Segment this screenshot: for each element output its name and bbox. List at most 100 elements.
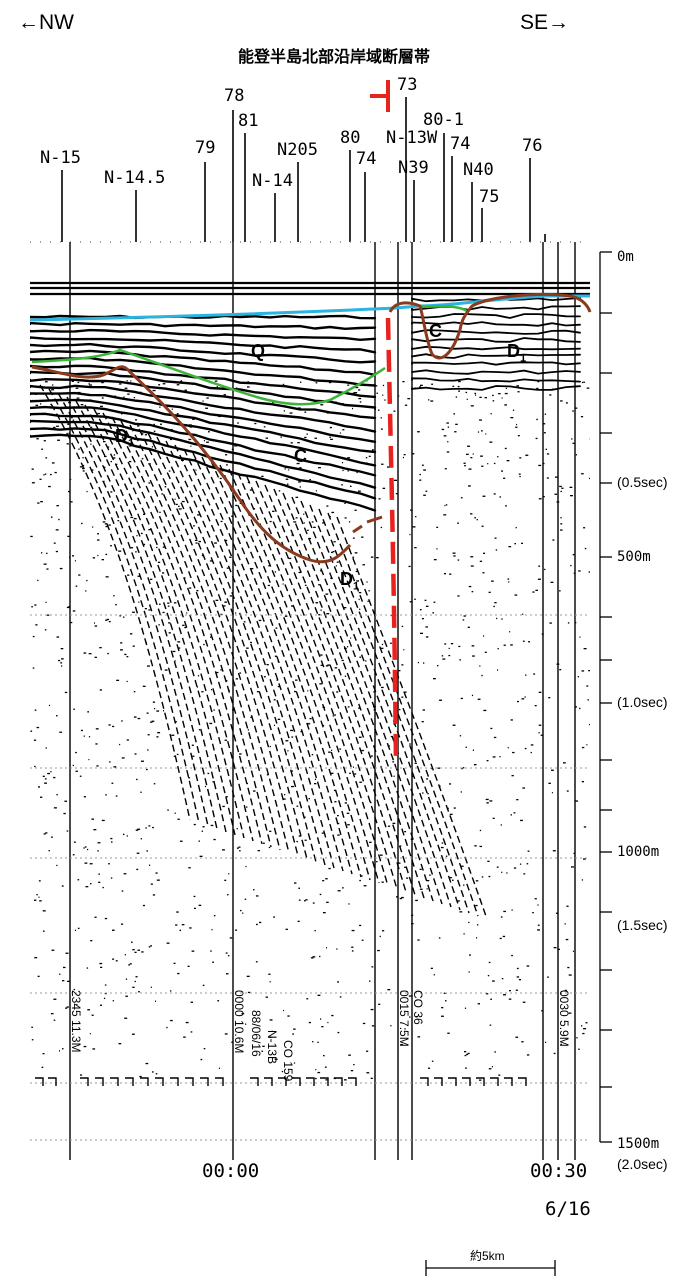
noise-speck [510,417,514,419]
unit-label-c-upper: C [429,321,442,341]
noise-speck [152,826,154,829]
noise-speck [70,501,73,503]
noise-speck [174,812,176,814]
noise-speck [559,590,561,592]
noise-speck [423,494,426,496]
noise-speck [193,525,195,527]
noise-speck [473,764,477,766]
noise-speck [178,647,181,649]
noise-speck [448,654,451,657]
noise-speck [517,391,520,393]
noise-speck [55,400,59,402]
noise-speck [317,994,321,996]
noise-speck [212,781,215,783]
noise-speck [487,463,489,465]
survey-point-label: 78 [224,86,245,106]
noise-speck [38,786,40,788]
noise-speck [366,380,368,382]
noise-speck [555,476,558,478]
reflector-line [411,377,581,383]
noise-speck [443,435,447,437]
noise-speck [45,601,47,603]
noise-speck [441,1007,444,1009]
noise-speck [231,448,234,450]
noise-speck [159,603,161,605]
noise-speck [204,785,207,788]
noise-speck [314,783,317,785]
noise-speck [150,721,153,723]
noise-speck [216,386,218,388]
noise-speck [130,633,133,635]
noise-speck [507,747,509,749]
noise-speck [44,381,48,383]
noise-speck [570,495,573,497]
noise-speck [193,895,196,898]
noise-speck [499,756,501,758]
noise-speck [437,767,440,769]
noise-speck [256,923,258,926]
noise-speck [278,490,281,492]
noise-speck [354,773,357,775]
noise-speck [371,966,374,968]
reflector-line [30,405,377,467]
noise-speck [480,455,483,457]
noise-speck [188,438,192,441]
noise-speck [228,689,230,692]
noise-speck [464,465,466,467]
noise-speck [83,796,86,798]
noise-speck [545,1041,547,1043]
noise-speck [583,858,586,860]
noise-speck [370,1008,374,1011]
noise-speck [581,781,584,783]
noise-speck [323,912,326,914]
noise-speck [265,996,268,998]
dipping-reflector [228,468,380,884]
noise-speck [225,539,228,542]
noise-speck [479,665,481,667]
noise-speck [297,442,300,444]
noise-speck [486,802,489,804]
noise-speck [336,822,340,825]
noise-speck [498,393,501,395]
noise-speck [501,618,503,620]
noise-speck [370,801,372,804]
noise-speck [347,457,350,459]
noise-speck [530,744,534,746]
noise-speck [79,466,83,468]
survey-point-label: N39 [398,158,429,178]
noise-speck [509,990,511,992]
noise-speck [205,407,208,409]
noise-speck [151,720,155,722]
noise-speck [441,428,445,431]
noise-speck [566,905,569,907]
noise-speck [462,619,465,621]
noise-speck [470,513,473,515]
noise-speck [336,948,338,950]
noise-speck [503,910,506,913]
noise-speck [213,915,216,917]
noise-speck [399,897,402,900]
noise-speck [541,1010,544,1012]
event-lines [69,242,576,1160]
noise-speck [560,529,563,531]
noise-speck [148,609,151,611]
noise-speck [347,824,350,826]
noise-speck [311,754,314,756]
noise-speck [337,981,339,983]
noise-speck [124,1017,128,1019]
noise-speck [331,511,335,514]
noise-speck [152,1071,154,1073]
noise-speck [157,561,161,563]
noise-speck [299,486,301,488]
noise-speck [414,598,416,600]
noise-speck [56,794,58,796]
noise-speck [148,482,151,484]
noise-speck [194,907,196,909]
noise-speck [219,477,222,480]
noise-speck [552,850,556,852]
noise-speck [214,380,218,382]
noise-speck [348,903,350,905]
reflector-line [30,377,377,420]
noise-speck [146,850,148,852]
noise-speck [250,716,252,718]
